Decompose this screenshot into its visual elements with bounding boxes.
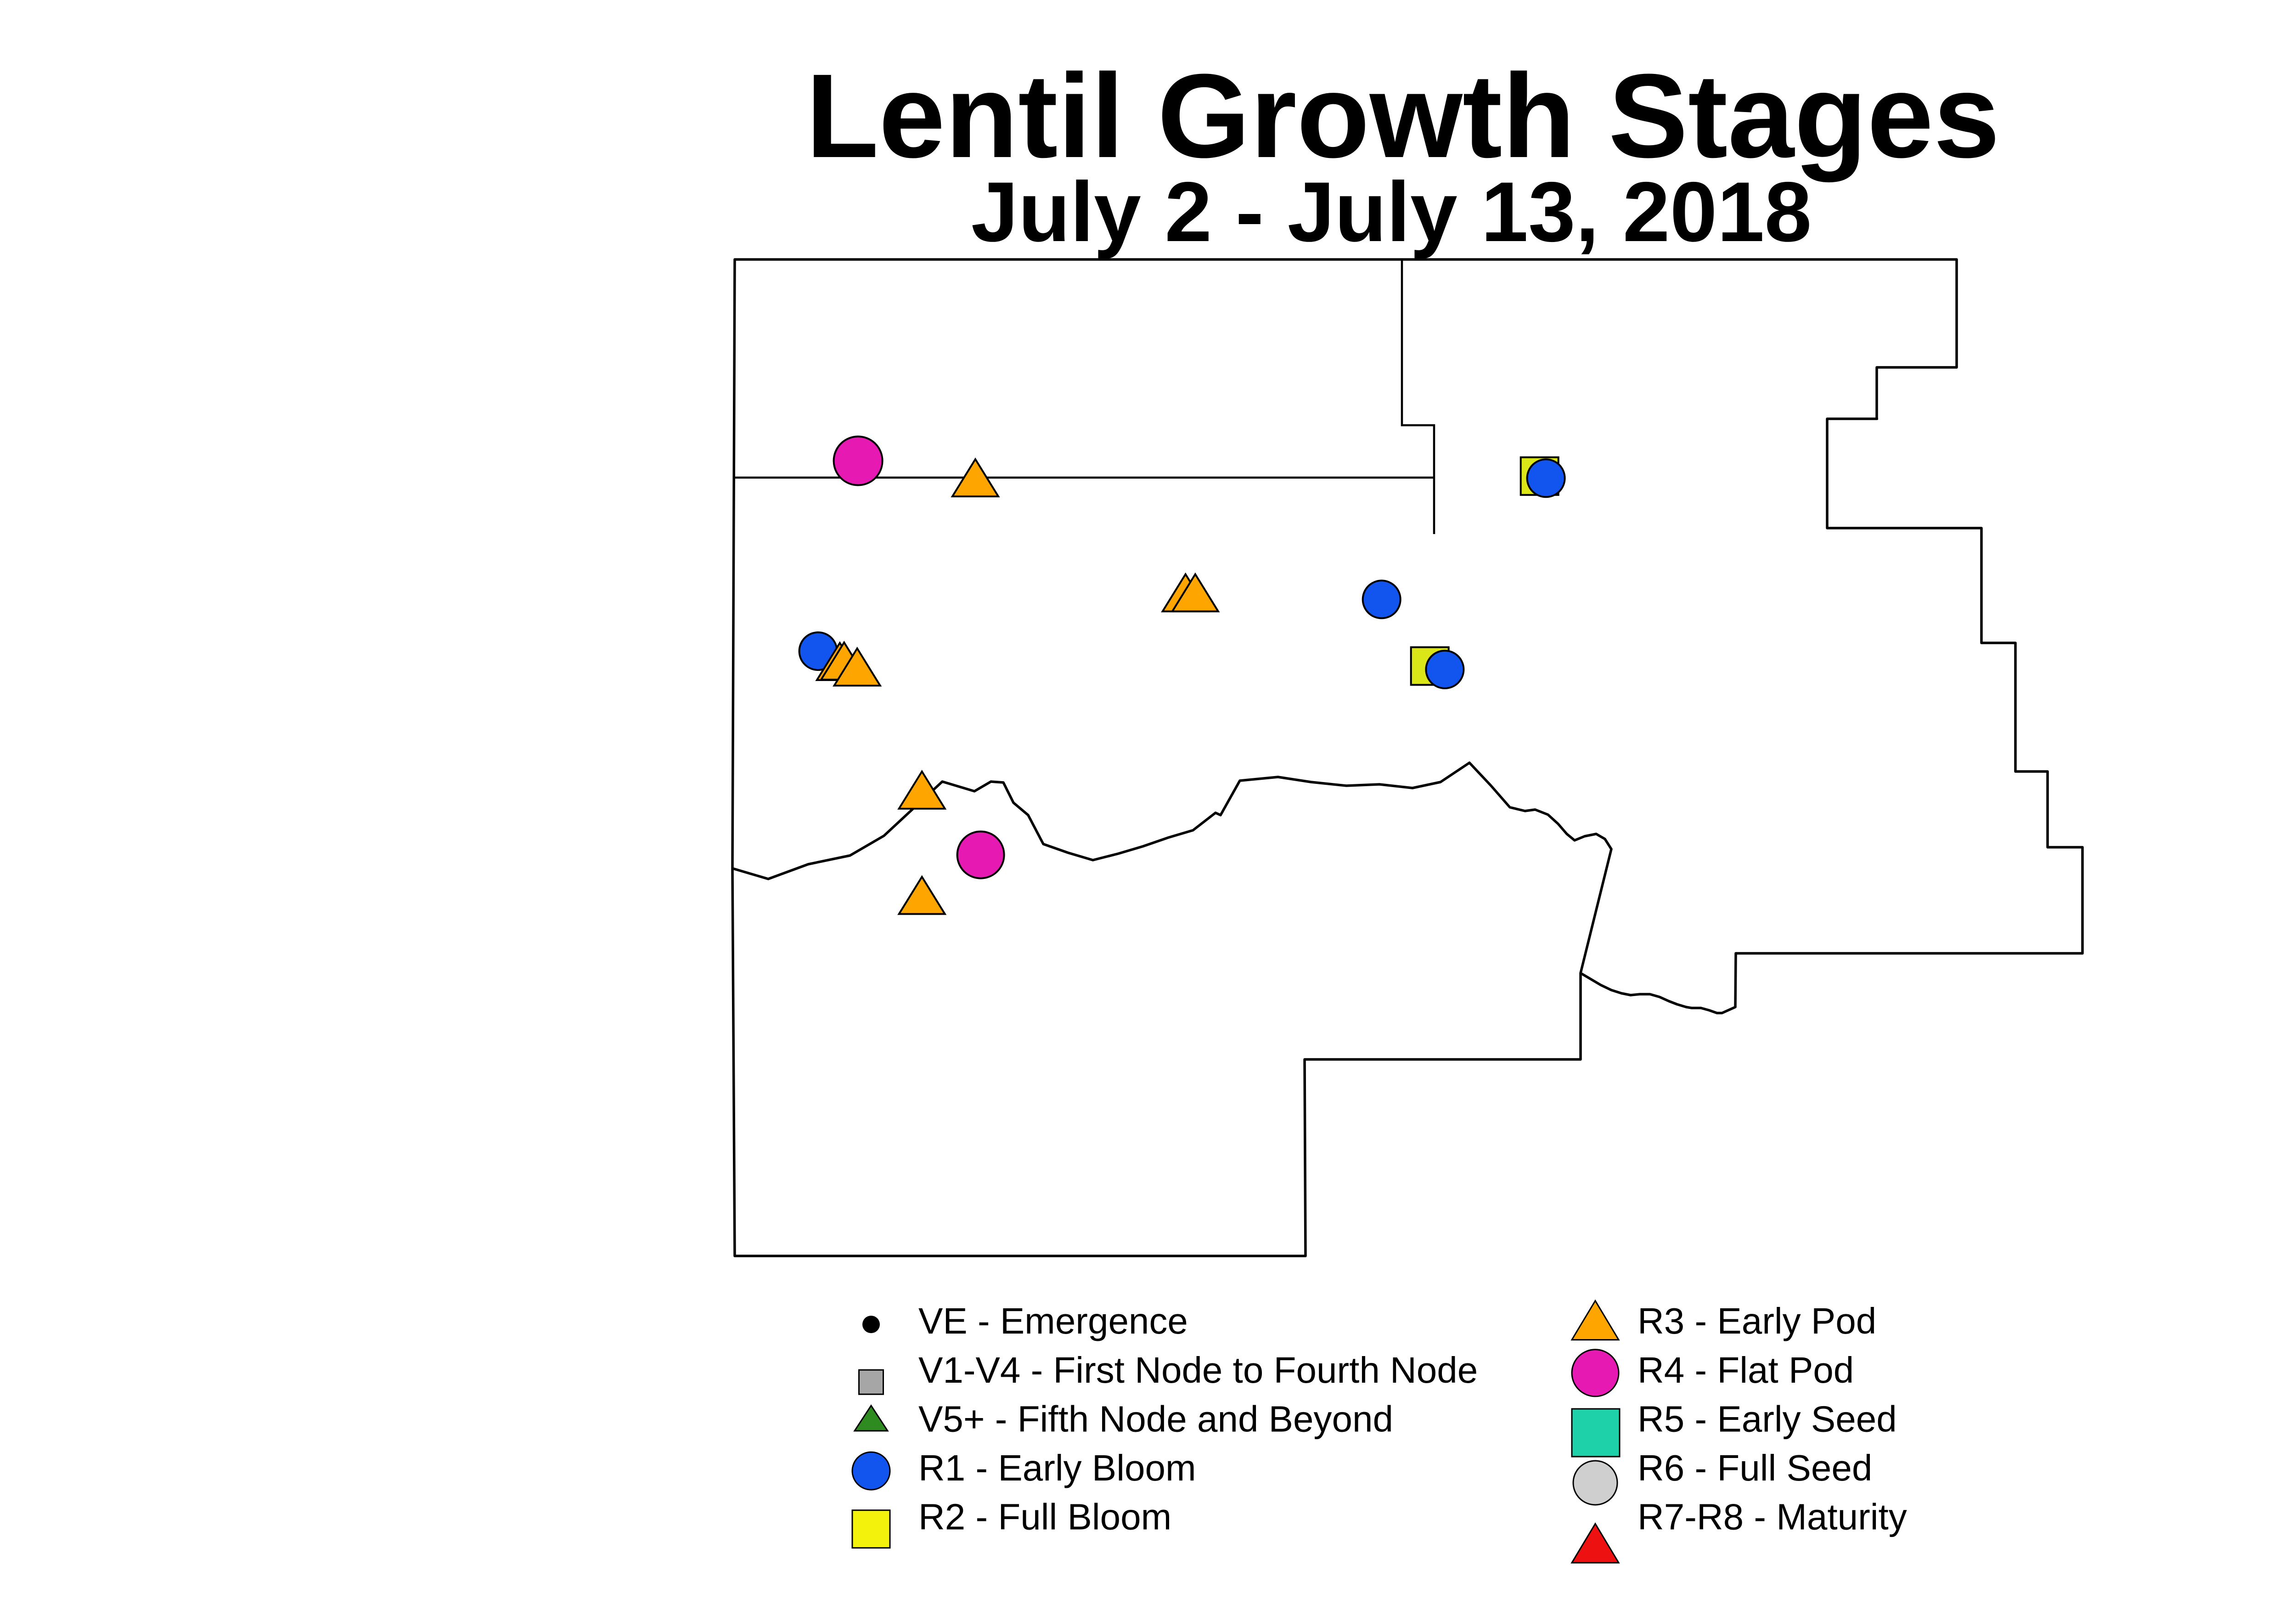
svg-text:V5+ - Fifth Node and Beyond: V5+ - Fifth Node and Beyond — [918, 1398, 1393, 1439]
svg-text:R1 - Early Bloom: R1 - Early Bloom — [918, 1447, 1196, 1488]
svg-text:R6 - Full Seed: R6 - Full Seed — [1638, 1447, 1872, 1488]
svg-text:R4 - Flat Pod: R4 - Flat Pod — [1638, 1350, 1854, 1390]
svg-text:Lentil Growth Stages: Lentil Growth Stages — [806, 50, 2000, 183]
svg-text:R2 - Full Bloom: R2 - Full Bloom — [918, 1497, 1171, 1537]
svg-text:V1-V4 - First Node to Fourth N: V1-V4 - First Node to Fourth Node — [918, 1350, 1478, 1390]
svg-text:R5 - Early Seed: R5 - Early Seed — [1638, 1398, 1897, 1439]
svg-text:VE - Emergence: VE - Emergence — [918, 1300, 1188, 1341]
svg-text:July 2 - July 13, 2018: July 2 - July 13, 2018 — [971, 165, 1812, 259]
svg-text:R3 - Early Pod: R3 - Early Pod — [1638, 1300, 1876, 1341]
svg-text:R7-R8 - Maturity: R7-R8 - Maturity — [1638, 1497, 1907, 1537]
